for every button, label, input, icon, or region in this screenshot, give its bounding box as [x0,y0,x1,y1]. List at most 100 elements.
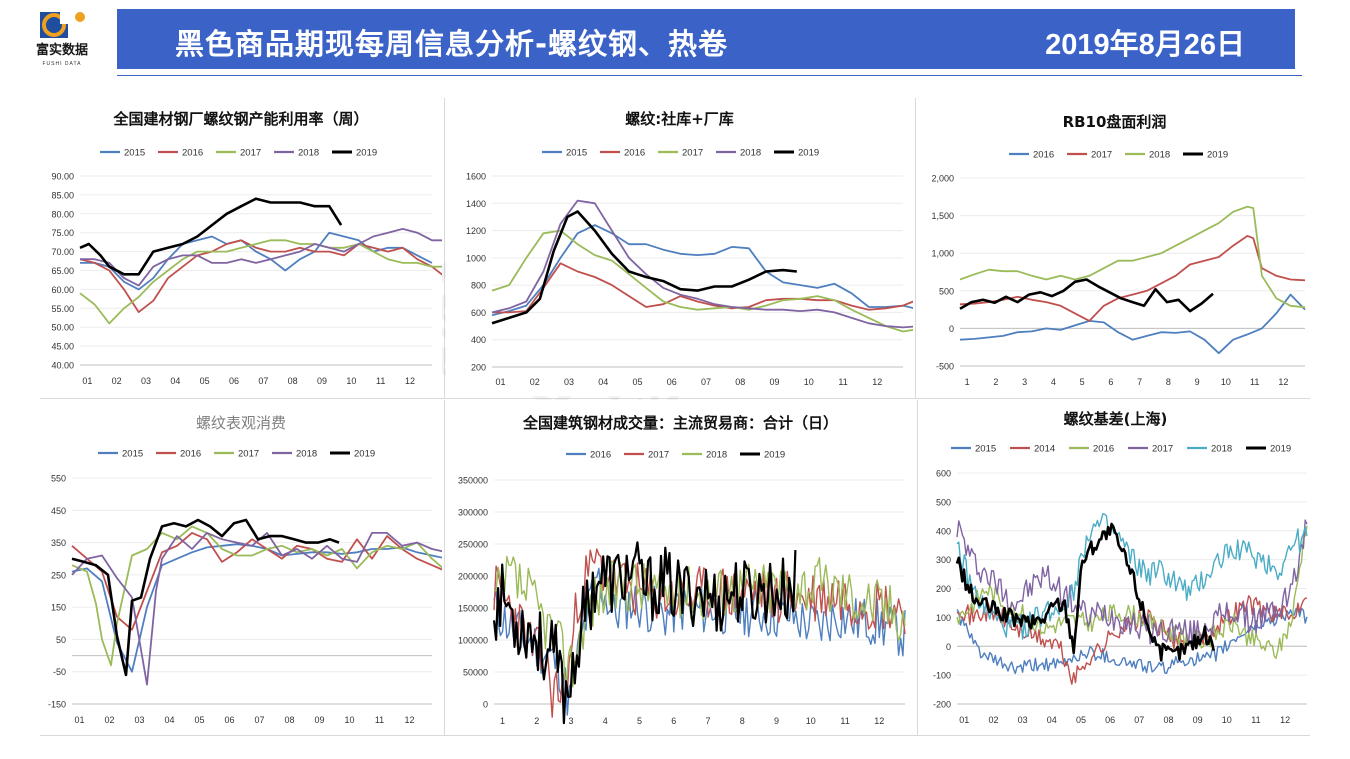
x-tick-label: 7 [706,716,711,726]
x-tick-label: 05 [1076,715,1086,725]
y-tick-label: -500 [936,362,954,372]
chart-panel-basis: 螺纹基差(上海) -200 -100 0 100 200 300 400 500 600 01 02… [919,400,1312,733]
y-tick-label: 1200 [466,226,486,236]
series-line-2016 [492,262,921,314]
x-tick-label: 12 [872,377,882,387]
header-rule [117,75,1302,76]
y-tick-label: -100 [933,671,951,681]
x-tick-label: 02 [988,715,998,725]
x-tick-label: 02 [112,376,122,386]
y-tick-label: 250 [51,570,66,580]
legend-label: 2015 [566,148,587,159]
y-tick-label: 1600 [466,172,486,182]
y-tick-label: 90.00 [51,172,74,182]
x-tick-label: 05 [194,715,204,725]
y-tick-label: 1000 [466,253,486,263]
series-line-2016 [956,525,1308,659]
legend-label: 2016 [1093,444,1114,455]
panel-divider [444,400,445,735]
y-tick-label: 600 [936,469,951,479]
chart-panel-consumption: 螺纹表观消费 -150 -50 50 150 250 350 450 550 01 02 03 04 0… [40,400,448,733]
series-line-2016 [959,293,1306,355]
x-tick-label: 10 [344,715,354,725]
legend-label: 2018 [298,148,319,159]
x-tick-label: 05 [200,376,210,386]
y-tick-label: -200 [933,700,951,710]
legend-label: 2015 [975,444,996,455]
x-tick-label: 11 [1251,715,1260,725]
x-tick-label: 02 [104,715,114,725]
legend-label: 2015 [124,148,145,159]
chart-title: 螺纹:社库+厂库 [625,110,734,128]
chart-svg: -150 -50 50 150 250 350 450 550 01 02 03 04 05 06 07 08… [48,449,448,725]
legend-label: 2018 [1211,444,1232,455]
legend-label: 2016 [180,449,201,460]
y-tick-label: 500 [939,286,954,296]
x-tick-label: 10 [804,377,814,387]
y-tick-label: -50 [53,667,66,677]
chart-panel-inventory: 螺纹:社库+厂库 200 400 600 800 1000 1200 1400 1600 01 0… [446,100,921,396]
x-tick-label: 06 [667,377,677,387]
x-tick-label: 9 [1195,377,1200,387]
y-tick-label: 40.00 [51,361,74,371]
x-tick-label: 03 [1018,715,1028,725]
y-tick-label: 500 [936,497,951,507]
x-tick-label: 2 [993,377,998,387]
x-tick-label: 08 [288,376,298,386]
y-tick-label: 50000 [463,668,488,678]
x-tick-label: 12 [405,376,415,386]
chart-title: RB10盘面利润 [1062,113,1167,131]
chart-title: 螺纹基差(上海) [1063,410,1168,428]
legend-label: 2017 [238,449,259,460]
x-tick-label: 06 [229,376,239,386]
y-tick-label: 600 [471,308,486,318]
x-tick-label: 1 [965,377,970,387]
chart-panel-profit: RB10盘面利润 -500 0 500 1,000 1,500 2,000 1 2 3 4 5 6 7 8… [917,100,1312,396]
x-tick-label: 04 [164,715,174,725]
title-banner: 黑色商品期现每周信息分析-螺纹钢、热卷 2019年8月26日 [117,9,1295,69]
x-tick-label: 07 [254,715,264,725]
x-tick-label: 01 [959,715,969,725]
y-tick-label: 1,000 [931,249,954,259]
x-tick-label: 06 [1105,715,1115,725]
series-line-2017 [956,519,1308,647]
y-tick-label: 100 [936,613,951,623]
x-tick-label: 8 [740,716,745,726]
x-tick-label: 4 [603,716,608,726]
series-line-2018 [959,205,1306,309]
x-tick-label: 12 [1278,377,1288,387]
y-tick-label: 80.00 [51,209,74,219]
y-tick-label: 75.00 [51,228,74,238]
x-tick-label: 11 [840,716,849,726]
legend-label: 2018 [296,449,317,460]
chart-title: 全国建筑钢材成交量：主流贸易商：合计（日） [522,414,838,432]
legend-label: 2019 [798,148,819,159]
series-line-2017 [959,234,1306,322]
legend-label: 2016 [1033,150,1054,161]
y-tick-label: 100000 [458,636,488,646]
y-tick-label: 250000 [458,540,488,550]
x-tick-label: 06 [224,715,234,725]
fushi-logo: 富实数据 FUSHI DATA [10,8,114,70]
x-tick-label: 6 [671,716,676,726]
y-tick-label: 550 [51,474,66,484]
x-tick-label: 03 [134,715,144,725]
series-line-2018 [71,531,448,686]
y-tick-label: 400 [471,335,486,345]
x-tick-label: 01 [82,376,92,386]
x-tick-label: 09 [1193,715,1203,725]
y-tick-label: 350 [51,538,66,548]
legend-label: 2018 [706,450,727,461]
series-line-2019 [492,541,797,725]
x-tick-label: 11 [1250,377,1259,387]
x-tick-label: 12 [1280,715,1290,725]
legend-label: 2017 [682,148,703,159]
y-tick-label: 1,500 [931,211,954,221]
y-tick-label: 450 [51,506,66,516]
x-tick-label: 1 [500,716,505,726]
legend-label: 2017 [648,450,669,461]
y-tick-label: 300000 [458,508,488,518]
x-tick-label: 10 [806,716,816,726]
y-tick-label: 50.00 [51,323,74,333]
series-line-2015 [80,231,433,291]
